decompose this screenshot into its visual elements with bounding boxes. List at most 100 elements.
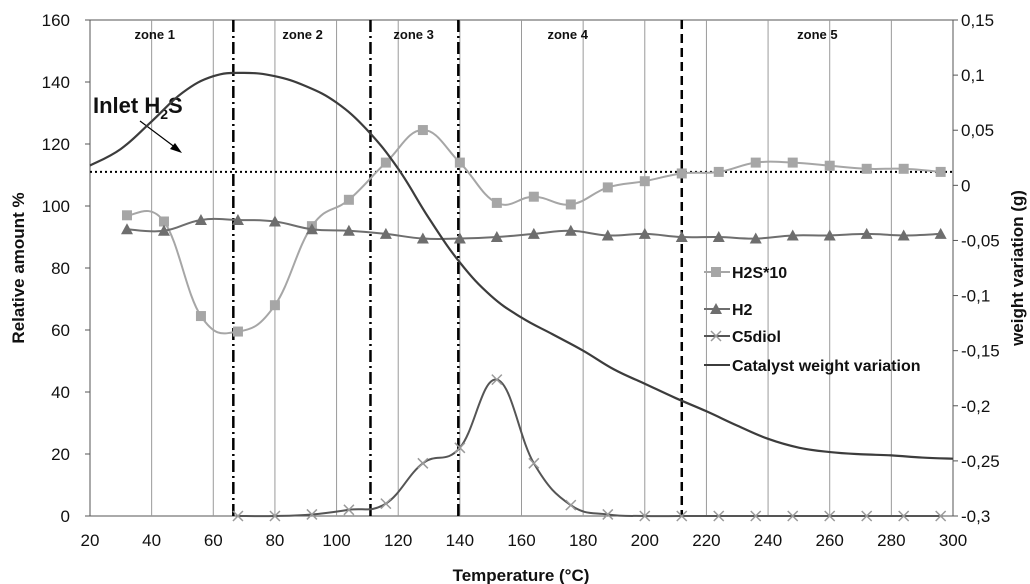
- data-point: [491, 197, 502, 208]
- x-tick-label: 200: [631, 531, 659, 550]
- y2-tick-label: 0,1: [961, 66, 985, 85]
- data-point: [602, 508, 614, 520]
- data-point: [490, 231, 503, 242]
- data-point: [786, 229, 799, 241]
- data-point: [195, 311, 206, 322]
- data-point: [639, 510, 651, 522]
- data-point: [824, 510, 836, 522]
- data-point: [564, 224, 577, 236]
- legend-label: C5diol: [732, 329, 781, 346]
- y-tick-label: 20: [51, 445, 70, 464]
- inlet-label-main: Inlet H: [93, 93, 160, 118]
- y-tick-label: 120: [42, 135, 70, 154]
- x-tick-label: 120: [384, 531, 412, 550]
- data-point: [231, 213, 244, 225]
- data-point: [750, 157, 761, 168]
- x-tick-label: 300: [939, 531, 967, 550]
- y2-tick-label: -0,2: [961, 397, 990, 416]
- data-point: [565, 199, 576, 210]
- y2-tick-label: 0: [961, 176, 970, 195]
- x-tick-label: 220: [692, 531, 720, 550]
- y-tick-label: 40: [51, 383, 70, 402]
- data-point: [305, 223, 318, 235]
- data-point: [638, 227, 651, 239]
- data-point: [711, 267, 721, 277]
- series-layer: [89, 71, 954, 522]
- zone-label: zone 3: [393, 27, 433, 42]
- series-line: [237, 378, 941, 518]
- legend-label: H2S*10: [732, 265, 787, 282]
- data-point: [120, 223, 133, 235]
- data-point: [861, 163, 872, 174]
- y-axis-title: Relative amount %: [9, 192, 28, 343]
- data-point: [121, 210, 132, 221]
- y-tick-label: 60: [51, 321, 70, 340]
- data-point: [676, 510, 688, 522]
- x-tick-label: 160: [507, 531, 535, 550]
- data-point: [343, 194, 354, 205]
- data-point: [710, 330, 722, 342]
- data-point: [860, 227, 873, 239]
- data-point: [417, 125, 428, 136]
- data-point: [232, 510, 244, 522]
- y2-tick-label: -0,05: [961, 231, 1000, 250]
- axes: 20 40 60 80 100 120 140 160 180 200 220 240 260 280 30…: [42, 11, 1000, 550]
- x-tick-label: 100: [322, 531, 350, 550]
- x-tick-label: 80: [265, 531, 284, 550]
- data-point: [824, 160, 835, 171]
- zone-label: zone 4: [547, 27, 588, 42]
- data-point: [417, 457, 429, 469]
- data-point: [676, 168, 687, 179]
- x-tick-label: 20: [81, 531, 100, 550]
- x-tick-label: 180: [569, 531, 597, 550]
- data-point: [416, 232, 429, 244]
- series-h2: [120, 213, 947, 244]
- legend-label: H2: [732, 302, 753, 319]
- data-point: [935, 166, 946, 177]
- inlet-arrow-head: [170, 143, 182, 153]
- data-point: [306, 508, 318, 520]
- x-tick-label: 60: [204, 531, 223, 550]
- data-point: [232, 326, 243, 337]
- data-point: [269, 510, 281, 522]
- data-point: [342, 224, 355, 236]
- data-point: [712, 231, 725, 242]
- legend-label: Catalyst weight variation: [732, 358, 921, 375]
- zone-label: zone 5: [797, 27, 837, 42]
- inlet-h2s-label: Inlet H2S: [93, 93, 183, 122]
- data-point: [158, 216, 169, 227]
- y2-tick-label: -0,15: [961, 342, 1000, 361]
- data-point: [639, 176, 650, 187]
- data-point: [710, 303, 722, 314]
- inlet-label-end: S: [168, 93, 183, 118]
- inlet-label-sub: 2: [160, 106, 168, 122]
- x-tick-label: 40: [142, 531, 161, 550]
- x-tick-label: 140: [446, 531, 474, 550]
- data-point: [194, 213, 207, 225]
- y-tick-label: 80: [51, 259, 70, 278]
- data-point: [823, 229, 836, 241]
- x-tick-label: 260: [816, 531, 844, 550]
- data-point: [602, 182, 613, 193]
- y2-tick-label: -0,25: [961, 452, 1000, 471]
- data-point: [934, 227, 947, 239]
- y-tick-label: 140: [42, 73, 70, 92]
- data-point: [491, 374, 503, 386]
- data-point: [157, 224, 170, 236]
- y2-tick-label: 0,05: [961, 121, 994, 140]
- data-point: [787, 510, 799, 522]
- data-point: [528, 457, 540, 469]
- data-point: [713, 510, 725, 522]
- y2-tick-label: 0,15: [961, 11, 994, 30]
- data-point: [565, 499, 577, 511]
- data-point: [379, 227, 392, 239]
- data-point: [268, 215, 281, 227]
- data-point: [528, 191, 539, 202]
- legend: H2S*10 H2 C5diol Catalyst weight variation: [704, 265, 921, 375]
- data-point: [897, 229, 910, 241]
- y2-tick-label: -0,3: [961, 507, 990, 526]
- data-point: [713, 166, 724, 177]
- y-tick-label: 160: [42, 11, 70, 30]
- data-point: [527, 227, 540, 239]
